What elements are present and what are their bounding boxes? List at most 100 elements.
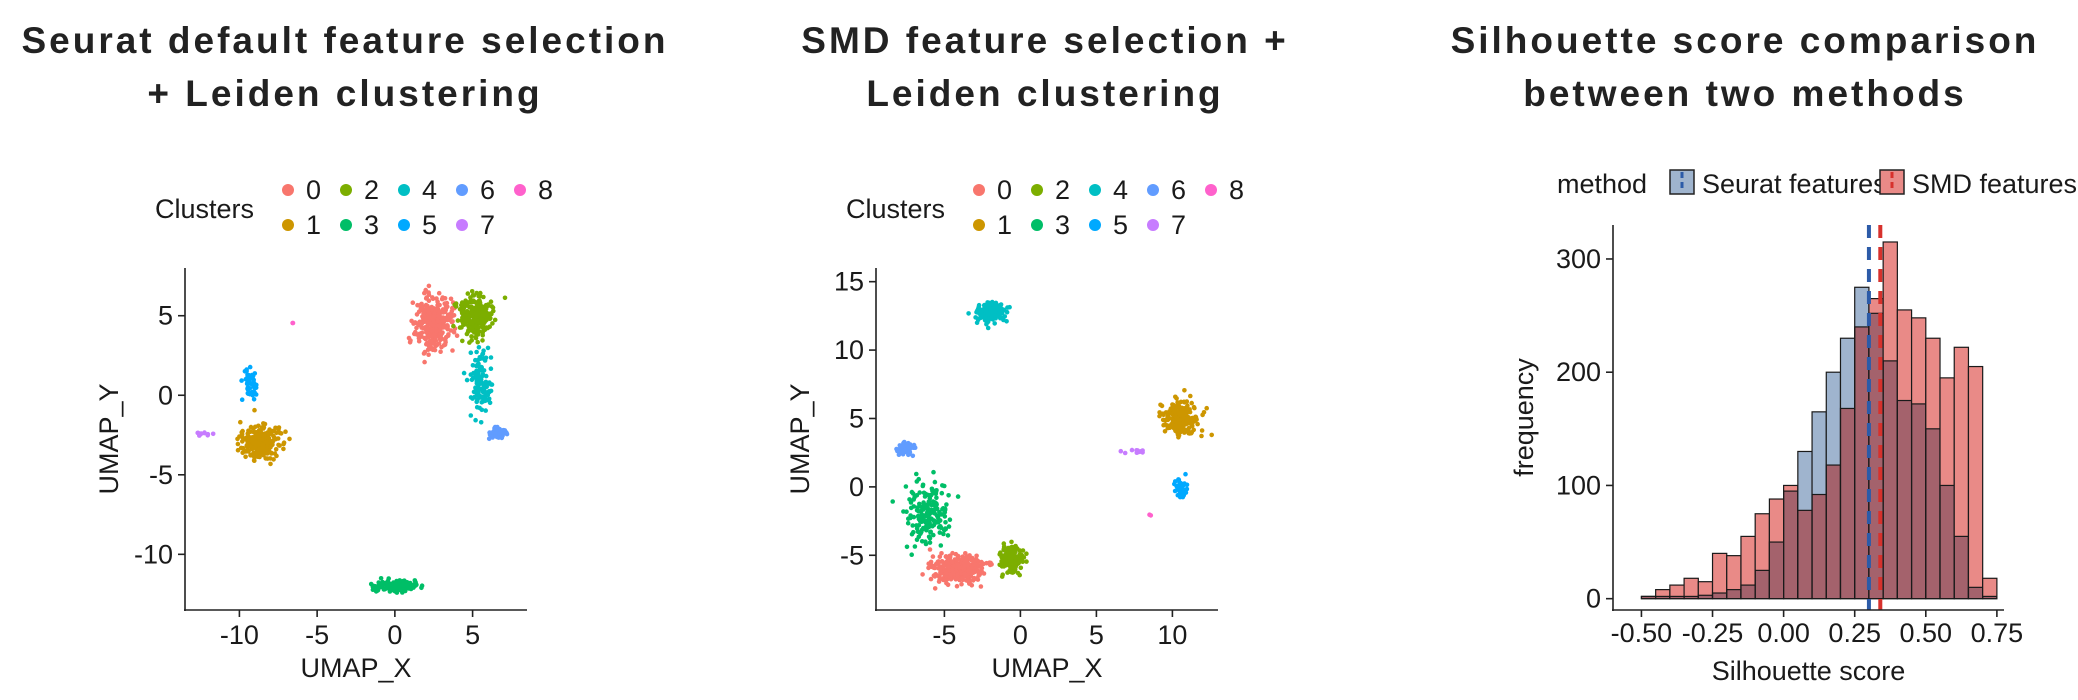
cluster-3-point	[385, 578, 391, 584]
cluster-1-point	[264, 451, 270, 456]
cluster-3-point	[394, 590, 400, 595]
legend-key-cluster-5	[1089, 219, 1101, 231]
bar-smd-only	[1669, 585, 1685, 597]
cluster-0-point	[450, 319, 455, 324]
bar-overlap	[1812, 494, 1827, 599]
cluster-6-point	[907, 449, 912, 455]
legend-label-cluster-0: 0	[306, 175, 321, 205]
cluster-4-point	[992, 308, 998, 314]
cluster-1-point	[1172, 409, 1177, 414]
cluster-1-point	[250, 435, 255, 441]
cluster-1-point	[281, 446, 286, 452]
cluster-8-point	[290, 320, 296, 326]
y-tick-label: -5	[149, 460, 173, 490]
cluster-3-point	[942, 507, 948, 512]
cluster-0-point	[937, 554, 943, 559]
cluster-1-point	[260, 437, 265, 442]
cluster-0-points	[920, 547, 1006, 591]
bar-overlap	[1940, 485, 1955, 599]
cluster-5-point	[253, 385, 259, 390]
cluster-1-point	[240, 439, 245, 444]
cluster-1-point	[235, 447, 241, 453]
legend-key-cluster-0	[282, 184, 294, 196]
legend-key-cluster-6	[456, 184, 468, 196]
cluster-3-point	[909, 531, 915, 537]
cluster-2-point	[480, 318, 486, 323]
cluster-0-point	[417, 319, 423, 325]
cluster-5-point	[1177, 484, 1183, 489]
cluster-7-point	[210, 431, 216, 437]
cluster-3-point	[908, 500, 914, 505]
cluster-3-point	[930, 523, 935, 529]
cluster-1-point	[1157, 413, 1162, 419]
cluster-2-point	[1017, 572, 1022, 578]
cluster-0-point	[427, 338, 433, 344]
bar-overlap	[1755, 570, 1770, 599]
cluster-0-point	[436, 290, 442, 296]
cluster-1-point	[268, 461, 273, 467]
legend-label-cluster-4: 4	[1113, 175, 1128, 205]
cluster-0-point	[421, 351, 427, 356]
x-tick-label: 0.50	[1900, 618, 1953, 648]
cluster-2-point	[465, 329, 471, 335]
cluster-0-point	[410, 300, 416, 306]
cluster-1-point	[256, 435, 262, 440]
cluster-0-point	[936, 579, 942, 584]
cluster-3-point	[939, 490, 945, 496]
cluster-4-point	[985, 325, 991, 331]
cluster-0-point	[419, 330, 425, 336]
cluster-2-point	[1007, 567, 1013, 573]
cluster-4-point	[488, 388, 494, 394]
cluster-2-point	[1017, 548, 1023, 553]
cluster-2-point	[487, 324, 493, 330]
cluster-3-point	[947, 517, 953, 522]
bar-overlap	[1655, 596, 1670, 599]
panel-2-title: SMD feature selection + Leiden clusterin…	[700, 14, 1390, 120]
cluster-6-point	[501, 431, 507, 436]
cluster-4-point	[478, 420, 484, 425]
cluster-2-point	[465, 317, 471, 322]
cluster-0-point	[930, 564, 936, 570]
cluster-6-point	[490, 435, 495, 440]
legend-key-cluster-0	[973, 184, 985, 196]
cluster-0-point	[974, 553, 979, 559]
cluster-0-point	[434, 329, 439, 334]
cluster-0-point	[426, 292, 432, 298]
cluster-4-point	[481, 387, 487, 393]
cluster-0-point	[431, 341, 437, 347]
cluster-1-point	[248, 429, 253, 435]
legend-label-seurat: Seurat features	[1702, 169, 1887, 199]
cluster-7-points	[195, 430, 216, 438]
cluster-1-point	[1195, 421, 1200, 427]
cluster-1-point	[235, 436, 240, 442]
cluster-4-point	[480, 352, 485, 357]
cluster-1-point	[1186, 430, 1191, 436]
cluster-1-point	[1199, 433, 1204, 439]
cluster-3-point	[925, 518, 931, 524]
cluster-5-point	[251, 380, 256, 386]
cluster-2-point	[1008, 560, 1014, 566]
cluster-0-point	[450, 348, 455, 353]
cluster-4-point	[476, 387, 481, 393]
x-tick-label: 5	[465, 620, 480, 650]
cluster-3-point	[927, 540, 933, 545]
cluster-1-point	[1162, 429, 1168, 434]
bar-overlap	[1769, 542, 1784, 599]
cluster-3-point	[910, 523, 915, 528]
legend-label-cluster-2: 2	[364, 175, 379, 205]
cluster-1-point	[1182, 388, 1187, 393]
cluster-4-point	[485, 392, 491, 398]
cluster-3-point	[919, 529, 924, 535]
cluster-0-point	[944, 571, 949, 576]
x-axis-label: UMAP_X	[991, 653, 1102, 683]
cluster-0-point	[441, 323, 447, 329]
cluster-3-point	[934, 495, 939, 501]
cluster-0-point	[423, 330, 429, 335]
cluster-7-points	[1118, 447, 1145, 456]
cluster-1-point	[1157, 410, 1162, 415]
cluster-3-point	[368, 581, 374, 587]
cluster-3-point	[370, 587, 376, 592]
cluster-1-point	[1204, 405, 1209, 411]
cluster-4-point	[977, 311, 982, 316]
cluster-7-point	[205, 431, 211, 437]
